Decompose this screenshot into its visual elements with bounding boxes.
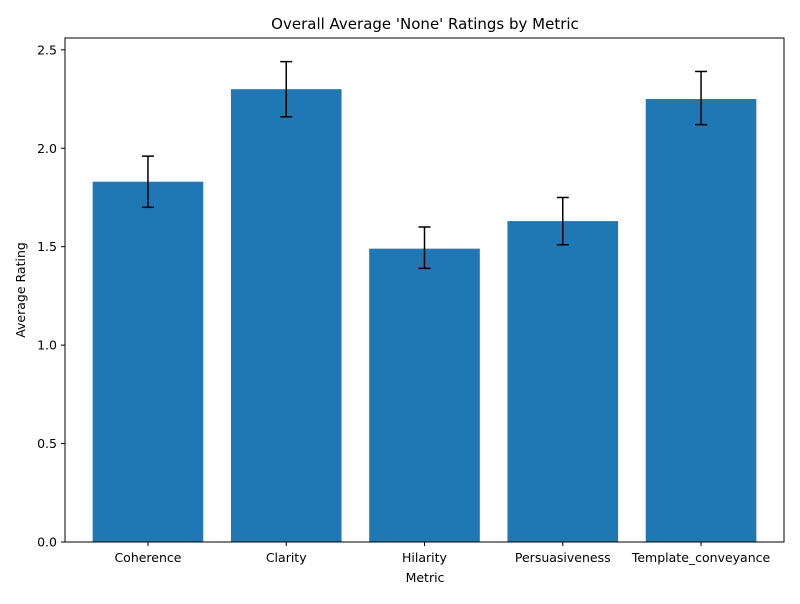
bar-persuasiveness (507, 221, 619, 542)
bar-hilarity (369, 248, 480, 542)
x-tick-label: Template_conveyance (631, 550, 771, 565)
x-axis-label: Metric (406, 570, 445, 585)
error-bars-layer (141, 60, 708, 270)
y-axis: 0.0 0.5 1.0 1.5 2.0 2.5 (37, 42, 65, 550)
y-axis-label: Average Rating (13, 242, 28, 338)
x-tick-label: Hilarity (402, 550, 448, 565)
bars-layer (92, 89, 757, 542)
bar-clarity (230, 89, 342, 542)
y-tick-label: 0.5 (37, 436, 57, 451)
y-tick-label: 2.5 (37, 42, 57, 57)
x-axis: Coherence Clarity Hilarity Persuasiveness Te… (114, 542, 771, 565)
y-tick-label: 1.0 (37, 338, 57, 353)
chart-title: Overall Average 'None' Ratings by Metric (271, 15, 579, 33)
x-tick-label: Clarity (266, 550, 307, 565)
y-tick-label: 0.0 (37, 535, 57, 550)
bar-coherence (92, 181, 204, 542)
x-tick-label: Persuasiveness (515, 550, 611, 565)
plot-frame (64, 37, 785, 543)
bar-template_conveyance (645, 99, 757, 542)
y-tick-label: 2.0 (37, 141, 57, 156)
y-tick-label: 1.5 (37, 239, 57, 254)
x-tick-label: Coherence (114, 550, 181, 565)
